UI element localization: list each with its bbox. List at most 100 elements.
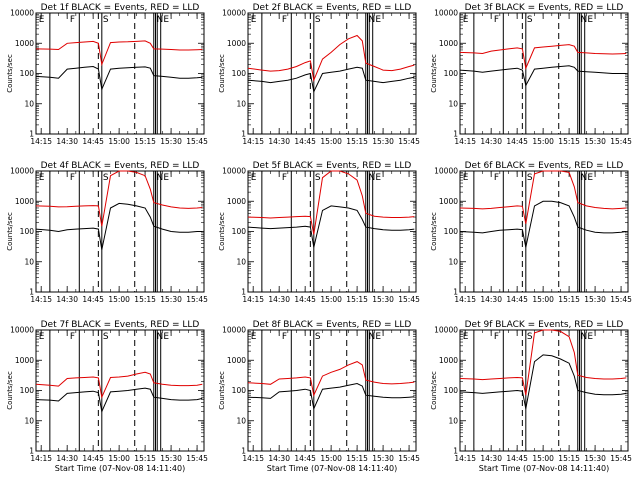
events-series-line bbox=[35, 387, 203, 414]
x-tick-label: 15:00 bbox=[532, 454, 554, 463]
event-marker-label: E bbox=[375, 173, 381, 183]
plot-frame bbox=[459, 170, 629, 293]
x-tick-label: 15:00 bbox=[320, 295, 342, 304]
x-tick-label: 14:15 bbox=[30, 137, 52, 146]
event-marker-label: F bbox=[494, 332, 499, 342]
x-tick-label: 14:45 bbox=[506, 454, 528, 463]
event-marker-label: E bbox=[463, 15, 469, 25]
event-marker-label: N bbox=[157, 173, 164, 183]
x-tick-label: 15:45 bbox=[610, 295, 632, 304]
x-tick-label: 14:30 bbox=[56, 295, 78, 304]
events-series-line bbox=[459, 65, 627, 87]
y-tick-label: 100 bbox=[444, 69, 459, 78]
y-tick-label: 10000 bbox=[222, 167, 246, 176]
x-tick-label: 14:15 bbox=[242, 137, 264, 146]
y-tick-label: 10 bbox=[236, 257, 246, 266]
event-marker-label: N bbox=[581, 15, 588, 25]
y-tick-label: 10000 bbox=[10, 167, 34, 176]
lld-series-line bbox=[247, 34, 415, 82]
event-marker-label: S bbox=[527, 332, 533, 342]
plot-frame bbox=[247, 329, 417, 452]
x-tick-label: 15:15 bbox=[558, 137, 580, 146]
events-series-line bbox=[35, 202, 203, 250]
y-tick-label: 1000 bbox=[227, 39, 246, 48]
lld-series-line bbox=[459, 170, 627, 224]
chart-panel: Det 9f BLACK = Events, RED = LLD 1 10 100 10… bbox=[430, 320, 632, 473]
chart-title: Det 3f BLACK = Events, RED = LLD bbox=[465, 3, 624, 13]
y-tick-label: 10 bbox=[24, 257, 34, 266]
x-tick-label: 14:45 bbox=[506, 295, 528, 304]
y-tick-label: 1000 bbox=[227, 356, 246, 365]
chart-panel: Det 8f BLACK = Events, RED = LLD 1 10 100 10… bbox=[218, 320, 420, 473]
y-tick-label: 10 bbox=[236, 416, 246, 425]
x-tick-label: 15:15 bbox=[558, 454, 580, 463]
events-series-line bbox=[35, 65, 203, 92]
x-tick-label: 15:30 bbox=[372, 295, 394, 304]
events-series-line bbox=[247, 382, 415, 411]
event-marker-label: E bbox=[587, 332, 593, 342]
y-tick-label: 10 bbox=[24, 99, 34, 108]
events-series-line bbox=[459, 200, 627, 248]
y-tick-label: 10000 bbox=[434, 326, 458, 335]
event-marker-label: N bbox=[369, 332, 376, 342]
event-marker-label: E bbox=[163, 173, 169, 183]
x-tick-label: 14:45 bbox=[294, 137, 316, 146]
chart-panel: Det 2f BLACK = Events, RED = LLD 1 10 100 10… bbox=[218, 3, 420, 146]
x-tick-label: 14:15 bbox=[242, 454, 264, 463]
x-tick-label: 15:45 bbox=[186, 295, 208, 304]
x-tick-label: 15:00 bbox=[320, 137, 342, 146]
x-tick-label: 15:30 bbox=[160, 295, 182, 304]
x-tick-label: 15:00 bbox=[108, 137, 130, 146]
y-tick-label: 10000 bbox=[10, 9, 34, 18]
y-tick-label: 10 bbox=[448, 257, 458, 266]
y-tick-label: 10000 bbox=[434, 167, 458, 176]
chart-panel: Det 1f BLACK = Events, RED = LLD 1 10 100 10… bbox=[6, 3, 208, 146]
event-marker-label: S bbox=[527, 173, 533, 183]
y-tick-label: 10000 bbox=[10, 326, 34, 335]
x-tick-label: 15:45 bbox=[398, 295, 420, 304]
y-tick-label: 1000 bbox=[15, 197, 34, 206]
y-tick-label: 10 bbox=[236, 99, 246, 108]
event-marker-label: S bbox=[103, 173, 109, 183]
event-marker-label: E bbox=[251, 15, 257, 25]
plot-frame bbox=[247, 12, 417, 135]
x-tick-label: 14:45 bbox=[82, 295, 104, 304]
event-marker-label: S bbox=[315, 15, 321, 25]
event-marker-label: E bbox=[463, 332, 469, 342]
x-tick-label: 15:15 bbox=[134, 454, 156, 463]
x-tick-label: 14:45 bbox=[506, 137, 528, 146]
chart-title: Det 7f BLACK = Events, RED = LLD bbox=[41, 320, 200, 330]
y-axis-label: Counts/sec bbox=[430, 212, 438, 251]
y-tick-label: 1000 bbox=[439, 356, 458, 365]
event-marker-label: N bbox=[369, 173, 376, 183]
y-tick-label: 100 bbox=[232, 69, 247, 78]
y-tick-label: 1 bbox=[29, 447, 34, 456]
x-tick-label: 14:45 bbox=[82, 454, 104, 463]
event-marker-label: F bbox=[70, 173, 75, 183]
y-axis-label: Counts/sec bbox=[6, 212, 14, 251]
x-tick-label: 14:30 bbox=[56, 454, 78, 463]
x-tick-label: 15:15 bbox=[134, 137, 156, 146]
x-tick-label: 14:15 bbox=[242, 295, 264, 304]
chart-panel: Det 5f BLACK = Events, RED = LLD 1 10 100 10… bbox=[218, 161, 420, 304]
x-tick-label: 15:45 bbox=[398, 454, 420, 463]
event-marker-label: F bbox=[70, 332, 75, 342]
event-marker-label: E bbox=[251, 173, 257, 183]
x-tick-label: 15:15 bbox=[346, 295, 368, 304]
x-tick-label: 15:15 bbox=[558, 295, 580, 304]
x-tick-label: 15:30 bbox=[584, 137, 606, 146]
y-tick-label: 1000 bbox=[227, 197, 246, 206]
event-marker-label: E bbox=[375, 332, 381, 342]
event-marker-label: E bbox=[251, 332, 257, 342]
chart-panel: Det 6f BLACK = Events, RED = LLD 1 10 100 10… bbox=[430, 161, 632, 304]
y-tick-label: 1000 bbox=[15, 39, 34, 48]
x-tick-label: 14:15 bbox=[454, 137, 476, 146]
y-tick-label: 100 bbox=[232, 227, 247, 236]
event-marker-label: E bbox=[39, 15, 45, 25]
event-marker-label: S bbox=[103, 332, 109, 342]
y-axis-label: Counts/sec bbox=[218, 212, 226, 251]
y-tick-label: 1 bbox=[241, 288, 246, 297]
event-marker-label: F bbox=[70, 15, 75, 25]
lld-series-line bbox=[35, 170, 203, 227]
